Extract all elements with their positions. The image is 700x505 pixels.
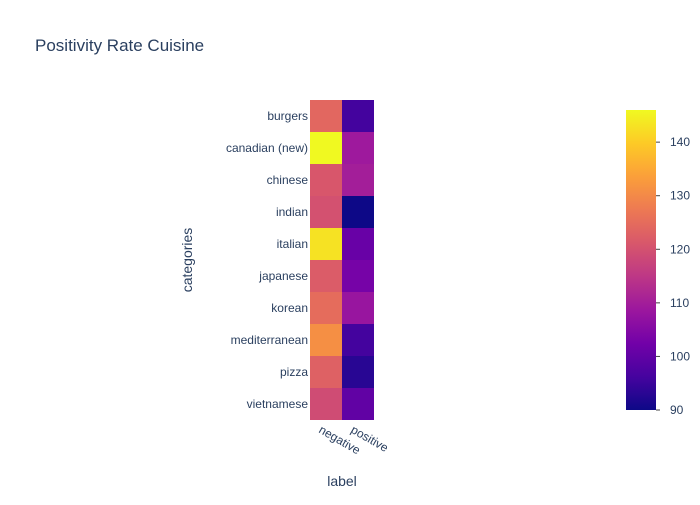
- heatmap-cell: [342, 100, 374, 132]
- heatmap-cell: [342, 260, 374, 292]
- heatmap-cell: [310, 228, 342, 260]
- heatmap-cell: [310, 388, 342, 420]
- heatmap-cell: [310, 324, 342, 356]
- colorbar-tick-label: 90: [670, 403, 684, 417]
- y-tick-label: pizza: [280, 365, 308, 379]
- y-tick-label: vietnamese: [247, 397, 309, 411]
- heatmap-cell: [342, 228, 374, 260]
- y-tick-label: japanese: [258, 269, 308, 283]
- heatmap-cell: [342, 356, 374, 388]
- y-axis-title: categories: [179, 228, 195, 293]
- colorbar-tick-label: 120: [670, 242, 690, 256]
- colorbar-tick-label: 100: [670, 349, 690, 363]
- y-tick-label: italian: [277, 237, 308, 251]
- y-tick-label: burgers: [267, 109, 308, 123]
- heatmap-cell: [310, 292, 342, 324]
- heatmap-cell: [310, 196, 342, 228]
- heatmap-cell: [342, 292, 374, 324]
- heatmap-cell: [342, 164, 374, 196]
- heatmap-cell: [342, 196, 374, 228]
- colorbar-ticks: 90 100 110 120 130 140: [656, 135, 690, 417]
- heatmap-cell: [342, 388, 374, 420]
- heatmap-cell: [342, 132, 374, 164]
- colorbar-tick-label: 130: [670, 189, 690, 203]
- y-tick-label: korean: [271, 301, 308, 315]
- colorbar-tick-label: 140: [670, 135, 690, 149]
- y-axis-ticks: burgers canadian (new) chinese indian italia…: [226, 109, 308, 411]
- heatmap-cell: [310, 356, 342, 388]
- heatmap-cells: [310, 100, 374, 420]
- y-tick-label: chinese: [267, 173, 309, 187]
- y-tick-label: indian: [276, 205, 308, 219]
- y-tick-label: mediterranean: [231, 333, 308, 347]
- heatmap-cell: [310, 260, 342, 292]
- heatmap-cell: [310, 100, 342, 132]
- heatmap-cell: [310, 164, 342, 196]
- heatmap-cell: [310, 132, 342, 164]
- chart-title: Positivity Rate Cuisine: [35, 36, 204, 55]
- y-tick-label: canadian (new): [226, 141, 308, 155]
- x-axis-title: label: [327, 473, 357, 489]
- colorbar: [626, 110, 656, 410]
- colorbar-tick-label: 110: [670, 296, 689, 310]
- heatmap-cell: [342, 324, 374, 356]
